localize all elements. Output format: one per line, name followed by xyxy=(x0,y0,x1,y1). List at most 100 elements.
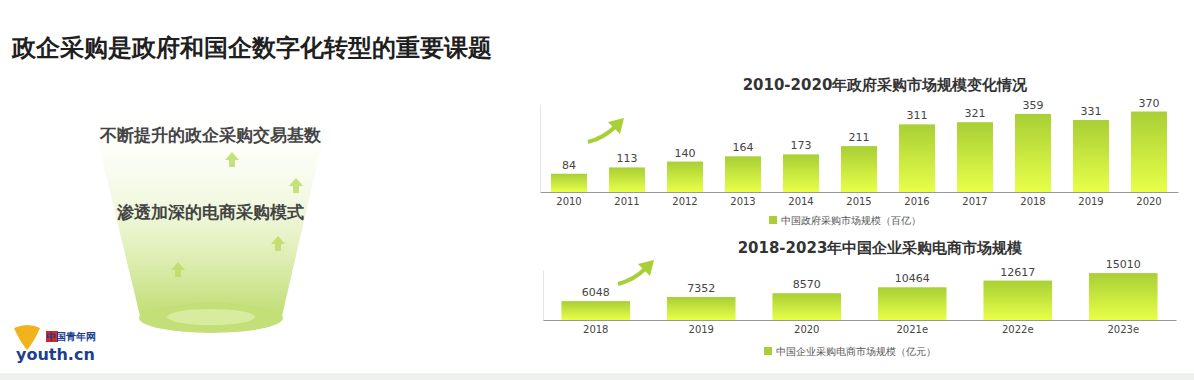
x-tick-label: 2015 xyxy=(846,196,871,207)
spotlight xyxy=(88,100,332,316)
bar xyxy=(551,174,587,192)
x-tick-label: 2018 xyxy=(583,324,608,335)
logo-name: 中国青年网 xyxy=(46,331,96,342)
x-tick-label: 2013 xyxy=(730,196,755,207)
x-tick-label: 2011 xyxy=(614,196,639,207)
x-tick-label: 2017 xyxy=(962,196,987,207)
arrow-icon xyxy=(271,236,285,251)
data-label: 359 xyxy=(1023,99,1044,112)
data-label: 15010 xyxy=(1106,258,1141,271)
bar xyxy=(667,162,703,192)
bar xyxy=(1015,114,1051,192)
x-tick: 2020 xyxy=(794,324,819,335)
bar xyxy=(841,146,877,192)
data-label: 113 xyxy=(617,152,638,165)
x-tick: 2020 xyxy=(1136,196,1161,207)
y-axis-line xyxy=(543,271,544,321)
y-axis-line xyxy=(540,106,541,193)
data-label: 173 xyxy=(791,139,812,152)
spotlight-base xyxy=(139,303,283,333)
arrow-icon xyxy=(225,152,239,167)
x-tick-label: 2019 xyxy=(1078,196,1103,207)
x-tick-label: 2012 xyxy=(672,196,697,207)
x-tick-label: 2021e xyxy=(896,324,928,335)
arrow-icon xyxy=(289,178,303,193)
bar xyxy=(878,287,947,320)
page-title: 政企采购是政府和国企数字化转型的重要课题 xyxy=(11,34,492,62)
x-tick-label: 2016 xyxy=(904,196,929,207)
data-label: 321 xyxy=(965,107,986,120)
trend-arrow xyxy=(618,268,646,284)
x-tick: 2018 xyxy=(583,324,608,335)
x-tick-label: 2014 xyxy=(788,196,813,207)
x-axis: 2010 2011 2012 2013 2014 2015 2016 2017 2018 2019… xyxy=(541,193,1179,208)
data-label: 211 xyxy=(849,131,870,144)
logo-site: youth.cn xyxy=(16,345,95,364)
y-axis xyxy=(543,271,544,321)
x-tick-label: 2020 xyxy=(1136,196,1161,207)
x-tick-label: 2022e xyxy=(1002,324,1034,335)
x-tick: 2017 xyxy=(962,196,987,207)
y-axis xyxy=(540,106,541,193)
chart-title: 2010-2020年政府采购市场规模变化情况 xyxy=(743,76,1029,94)
x-tick: 2013 xyxy=(730,196,755,207)
x-tick: 2012 xyxy=(672,196,697,207)
data-label: 8570 xyxy=(793,278,821,291)
arrow-icon xyxy=(171,262,185,277)
highlight-text: 渗透加深的电商采购模式 xyxy=(116,202,304,222)
bar xyxy=(725,156,761,192)
bottom-strip xyxy=(0,373,1194,380)
data-label: 331 xyxy=(1081,105,1102,118)
spotlight-base-inner xyxy=(167,309,255,325)
data-label: 10464 xyxy=(895,272,930,285)
bar xyxy=(667,297,736,320)
bar xyxy=(1089,273,1158,320)
chart: 2018-2023年中国企业采购电商市场规模 6048 7352 8570 10464 1… xyxy=(544,239,1177,357)
x-axis-line xyxy=(544,320,1177,321)
data-label: 370 xyxy=(1139,97,1160,110)
bar xyxy=(772,293,841,320)
x-tick: 2019 xyxy=(689,324,714,335)
trend-arrow-head xyxy=(608,118,624,134)
x-tick-label: 2019 xyxy=(689,324,714,335)
chart: 2010-2020年政府采购市场规模变化情况841131401641732113… xyxy=(541,76,1179,226)
x-tick: 2021e xyxy=(896,324,928,335)
trend-arrow xyxy=(588,126,616,142)
x-tick: 2015 xyxy=(846,196,871,207)
x-tick: 2019 xyxy=(1078,196,1103,207)
x-tick: 2011 xyxy=(614,196,639,207)
data-label: 311 xyxy=(907,109,928,122)
x-tick: 2010 xyxy=(556,196,581,207)
x-tick-label: 2010 xyxy=(556,196,581,207)
legend-swatch xyxy=(769,216,777,224)
x-axis-line xyxy=(541,192,1179,193)
plot-area xyxy=(551,112,1167,192)
data-label: 164 xyxy=(733,141,754,154)
plot-area xyxy=(561,273,1157,320)
x-tick-label: 2018 xyxy=(1020,196,1045,207)
x-tick: 2022e xyxy=(1002,324,1034,335)
bar xyxy=(983,281,1052,320)
bar xyxy=(561,301,630,320)
data-label: 7352 xyxy=(687,282,715,295)
bar xyxy=(1073,120,1109,192)
x-axis: 2018 2019 2020 2021e 2022e 2023e xyxy=(544,321,1177,336)
chart-title: 2018-2023年中国企业采购电商市场规模 xyxy=(738,239,1024,257)
bar xyxy=(957,122,993,192)
legend-label: 中国政府采购市场规模（百亿） xyxy=(781,215,921,226)
highlight-text: 不断提升的政企采购交易基数 xyxy=(99,125,322,145)
legend-label: 中国企业采购电商市场规模（亿元） xyxy=(776,346,936,357)
x-tick: 2016 xyxy=(904,196,929,207)
x-tick: 2014 xyxy=(788,196,813,207)
legend-swatch xyxy=(764,347,772,355)
x-tick: 2023e xyxy=(1107,324,1139,335)
page: 政企采购是政府和国企数字化转型的重要课题不断提升的政企采购交易基数渗透加深的电商… xyxy=(0,0,1194,380)
bar xyxy=(609,167,645,192)
bar xyxy=(899,124,935,192)
x-tick: 2018 xyxy=(1020,196,1045,207)
trend-arrow-head xyxy=(638,260,654,276)
x-tick-label: 2023e xyxy=(1107,324,1139,335)
bar xyxy=(1131,112,1167,192)
data-label: 84 xyxy=(562,159,576,172)
data-label: 6048 xyxy=(582,286,610,299)
